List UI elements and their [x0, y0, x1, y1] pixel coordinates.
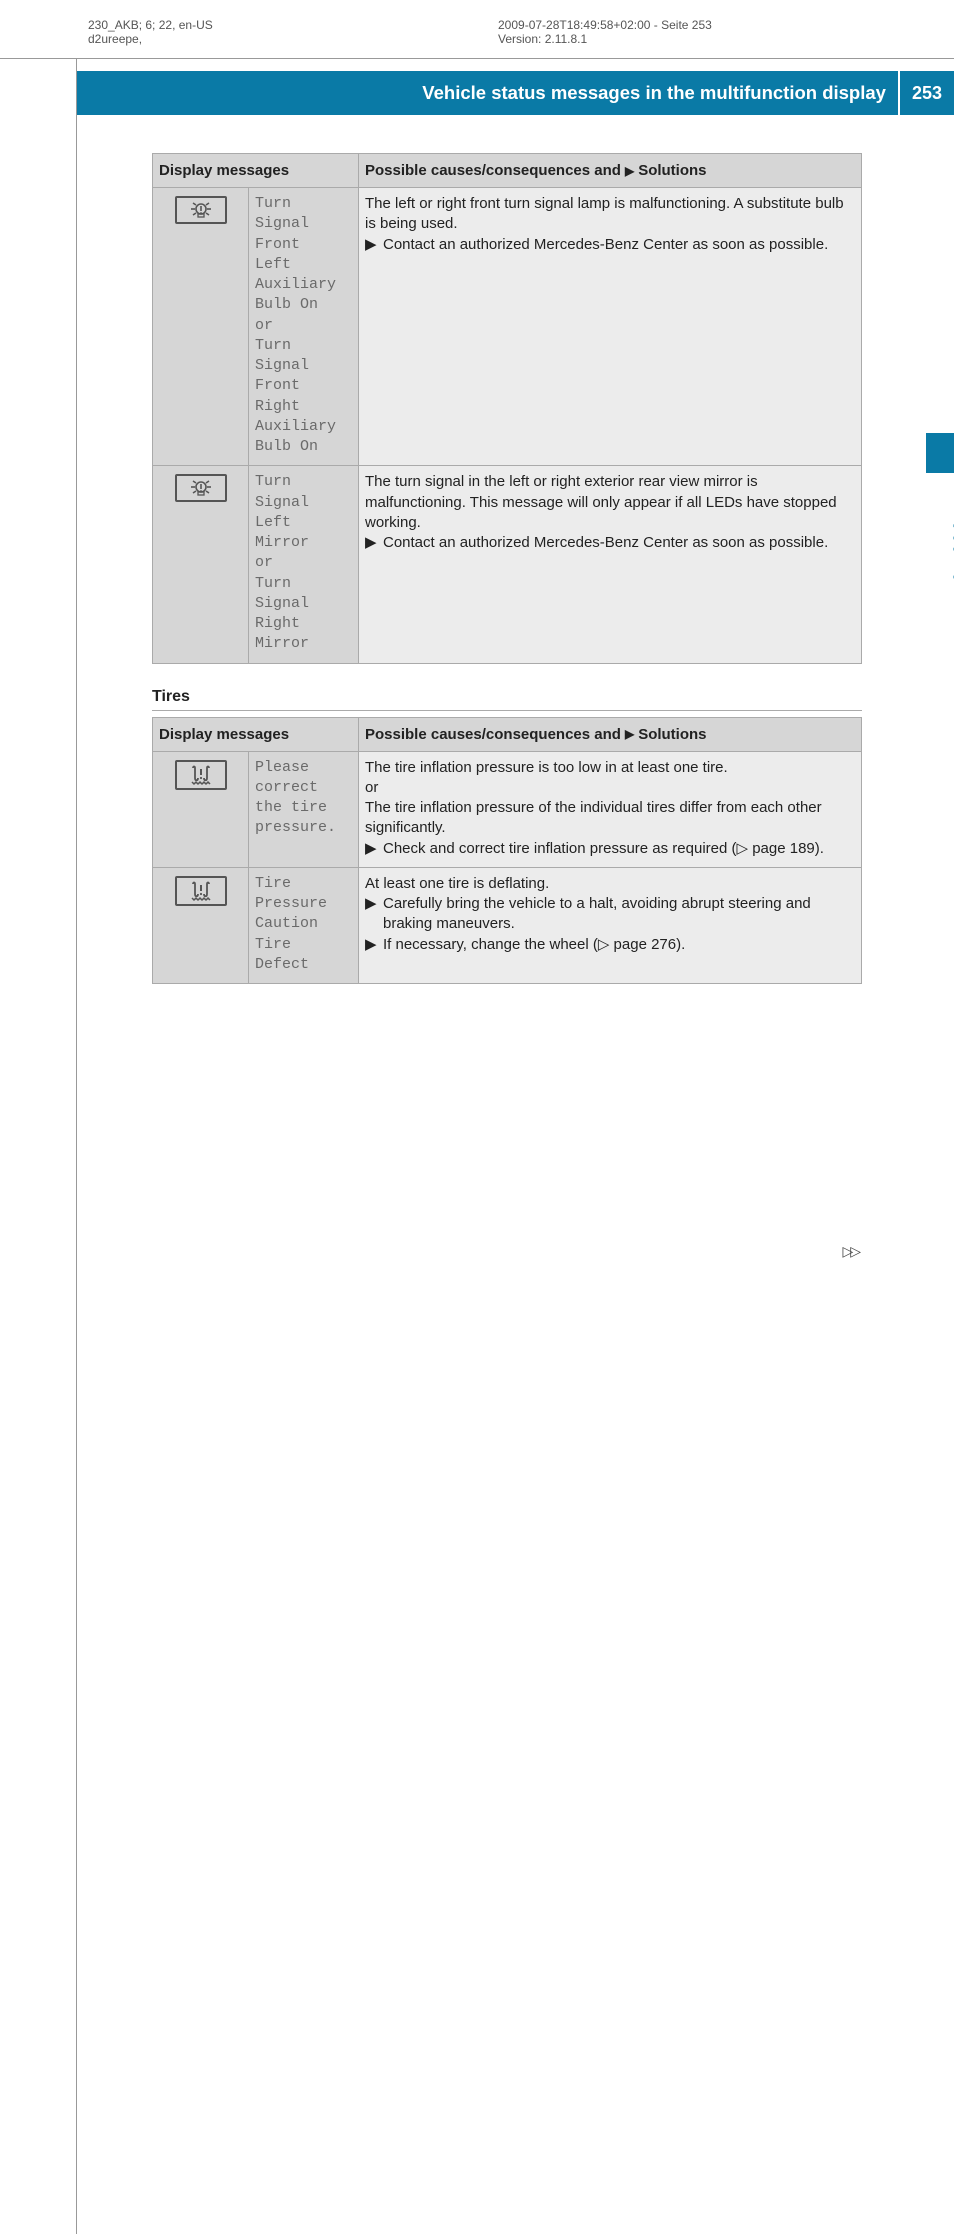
- triangle-icon: ▶: [365, 533, 383, 553]
- triangle-icon: ▶: [365, 839, 383, 859]
- tire-pressure-icon: [175, 760, 227, 790]
- messages-table-2: Display messages Possible causes/consequ…: [152, 717, 862, 985]
- solution-cell: The tire inflation pressure is too low i…: [359, 751, 862, 867]
- continue-arrow-icon: ▷▷: [842, 1243, 858, 1260]
- main-content: Display messages Possible causes/consequ…: [152, 153, 862, 984]
- solution-line: ▶If necessary, change the wheel (▷ page …: [365, 935, 855, 955]
- meta-left-line2: d2ureepe,: [88, 32, 498, 46]
- display-message-cell: TirePressureCautionTireDefect: [249, 867, 359, 983]
- triangle-icon: ▶: [625, 727, 634, 741]
- title-bar: Vehicle status messages in the multifunc…: [76, 71, 954, 115]
- meta-right-line1: 2009-07-28T18:49:58+02:00 - Seite 253: [498, 18, 712, 32]
- triangle-icon: ▶: [365, 894, 383, 935]
- table2-header-col2: Possible causes/consequences and ▶ Solut…: [359, 717, 862, 751]
- table1-header-col1: Display messages: [153, 154, 359, 188]
- triangle-icon: ▶: [365, 935, 383, 955]
- display-message-cell: Pleasecorrectthe tirepressure.: [249, 751, 359, 867]
- table1-header-col2: Possible causes/consequences and ▶ Solut…: [359, 154, 862, 188]
- triangle-icon: ▶: [365, 235, 383, 255]
- table2-header-col1: Display messages: [153, 717, 359, 751]
- icon-cell: [153, 867, 249, 983]
- page-number: 253: [898, 71, 942, 115]
- section-tires-heading: Tires: [152, 688, 862, 711]
- solution-line: ▶Check and correct tire inflation pressu…: [365, 839, 855, 859]
- table-row: TirePressureCautionTireDefectAt least on…: [153, 867, 862, 983]
- messages-table-1: Display messages Possible causes/consequ…: [152, 153, 862, 664]
- solution-cell: At least one tire is deflating.▶Carefull…: [359, 867, 862, 983]
- bulb-warning-icon: [175, 474, 227, 502]
- solution-cell: The left or right front turn signal lamp…: [359, 188, 862, 466]
- side-tab-marker: [926, 433, 954, 473]
- solution-cell: The turn signal in the left or right ext…: [359, 466, 862, 663]
- page-title: Vehicle status messages in the multifunc…: [422, 82, 886, 104]
- solution-line: ▶Carefully bring the vehicle to a halt, …: [365, 894, 855, 935]
- bulb-warning-icon: [175, 196, 227, 224]
- margin-rule: [76, 59, 77, 2234]
- triangle-icon: ▶: [625, 164, 634, 178]
- page-frame: Vehicle status messages in the multifunc…: [0, 58, 954, 984]
- icon-cell: [153, 188, 249, 466]
- display-message-cell: TurnSignalFrontLeftAuxiliaryBulb OnorTur…: [249, 188, 359, 466]
- icon-cell: [153, 751, 249, 867]
- icon-cell: [153, 466, 249, 663]
- header-metadata: 230_AKB; 6; 22, en-US d2ureepe, 2009-07-…: [0, 0, 954, 50]
- display-message-cell: TurnSignalLeftMirrororTurnSignalRightMir…: [249, 466, 359, 663]
- meta-left-line1: 230_AKB; 6; 22, en-US: [88, 18, 498, 32]
- table-row: TurnSignalFrontLeftAuxiliaryBulb OnorTur…: [153, 188, 862, 466]
- table-row: Pleasecorrectthe tirepressure.The tire i…: [153, 751, 862, 867]
- solution-line: ▶Contact an authorized Mercedes-Benz Cen…: [365, 235, 855, 255]
- table-row: TurnSignalLeftMirrororTurnSignalRightMir…: [153, 466, 862, 663]
- solution-line: ▶Contact an authorized Mercedes-Benz Cen…: [365, 533, 855, 553]
- meta-right-line2: Version: 2.11.8.1: [498, 32, 712, 46]
- tire-pressure-icon: [175, 876, 227, 906]
